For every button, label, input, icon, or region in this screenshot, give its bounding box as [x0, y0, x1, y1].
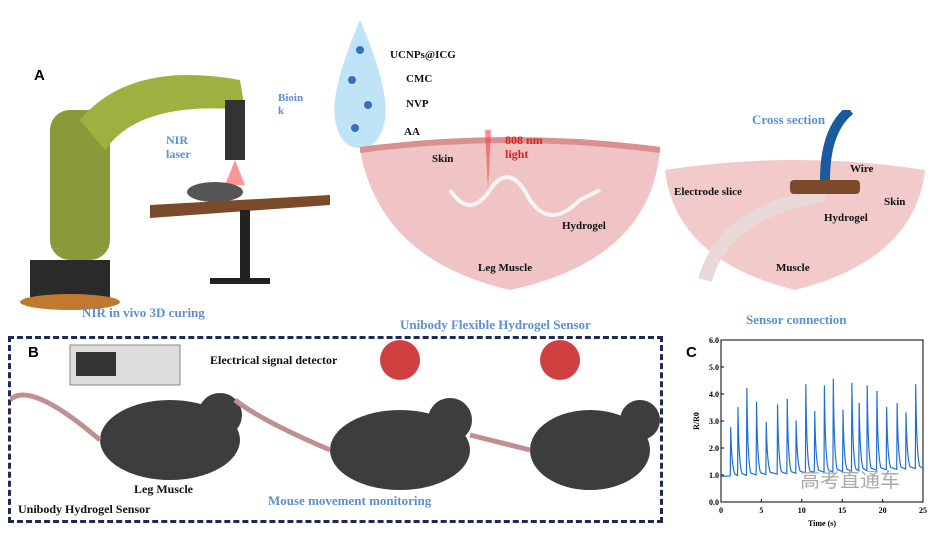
cross-section-illustration: [665, 110, 925, 290]
light-label: 808 nm light: [505, 133, 543, 161]
hydrogel2-label: Hydrogel: [824, 212, 868, 224]
peak-point: [737, 406, 739, 409]
component-nvp: NVP: [406, 98, 429, 110]
cross-section-label: Cross section: [752, 112, 826, 127]
component-ucnps: UCNPs@ICG: [390, 49, 456, 61]
leg-muscle-label: Leg Muscle: [478, 262, 533, 274]
monitoring-label: Mouse movement monitoring: [268, 493, 432, 508]
bioink-droplet: [334, 20, 386, 148]
skin-label: Skin: [432, 153, 454, 165]
muscle-label: Muscle: [776, 262, 810, 274]
peak-point: [886, 406, 888, 409]
peak-point: [905, 412, 907, 414]
peak-point: [730, 427, 732, 429]
caption-unibody-sensor: Unibody Flexible Hydrogel Sensor: [400, 317, 591, 332]
peak-point: [746, 388, 748, 390]
x-tick-label: 25: [919, 506, 927, 515]
hydrogel-label: Hydrogel: [562, 220, 606, 232]
x-tick-label: 10: [798, 506, 806, 515]
peak-point: [858, 402, 860, 405]
x-tick-label: 15: [838, 506, 846, 515]
y-tick-label: 5.0: [709, 363, 719, 372]
y-axis-label: R/R0: [692, 412, 701, 430]
robot-arm-illustration: [20, 75, 330, 310]
y-tick-label: 4.0: [709, 390, 719, 399]
wire-label: Wire: [850, 163, 874, 175]
panel-label-a: A: [34, 67, 45, 84]
peak-point: [832, 378, 834, 380]
component-aa: AA: [404, 126, 420, 138]
peak-point: [851, 382, 853, 384]
panel-label-c: C: [686, 344, 697, 361]
component-cmc: CMC: [406, 73, 433, 85]
peak-point: [876, 390, 878, 392]
x-tick-label: 20: [879, 506, 887, 515]
electrode-label: Electrode slice: [674, 186, 742, 198]
y-tick-label: 1.0: [709, 471, 719, 480]
resistance-chart: 0 5 10 15 20 25 0.0 1.0 2.0 3.0 4.0 5.0 6.0 Time (s) R…: [692, 336, 927, 528]
peak-point: [755, 401, 758, 403]
x-axis-label: Time (s): [808, 519, 836, 528]
detector-label: Electrical signal detector: [210, 353, 338, 367]
signal-line: [720, 379, 924, 477]
mice-illustration: [10, 340, 660, 490]
x-tick-label: 0: [719, 506, 723, 515]
nir-laser-label: NIR laser: [166, 133, 191, 161]
peak-point: [842, 409, 844, 411]
peak-point: [896, 402, 898, 405]
panel-b-frame: [8, 336, 663, 523]
watermark: 高考直通车: [800, 468, 900, 492]
peak-point: [795, 420, 797, 422]
caption-sensor-connection: Sensor connection: [746, 312, 847, 327]
sensor-b-label: Unibody Hydrogel Sensor: [18, 502, 151, 516]
peak-point: [866, 385, 868, 387]
y-tick-label: 2.0: [709, 444, 719, 453]
peak-point: [915, 383, 917, 386]
caption-in-vivo-curing: NIR in vivo 3D curing: [82, 305, 205, 320]
leg-muscle-b-label: Leg Muscle: [134, 482, 193, 496]
peak-point: [765, 421, 767, 423]
peak-point: [786, 398, 788, 400]
x-tick-label: 5: [759, 506, 763, 515]
bioink-label: Bioin k: [278, 92, 304, 117]
skin2-label: Skin: [884, 196, 906, 208]
y-tick-label: 3.0: [709, 417, 719, 426]
peak-point: [805, 383, 807, 386]
peak-point: [776, 404, 779, 406]
y-tick-label: 6.0: [709, 336, 719, 345]
panel-label-b: B: [28, 344, 39, 361]
y-tick-label: 0.0: [709, 498, 719, 507]
leg-muscle-illustration: [360, 130, 660, 290]
peak-point: [823, 385, 826, 387]
peak-point: [814, 410, 816, 413]
